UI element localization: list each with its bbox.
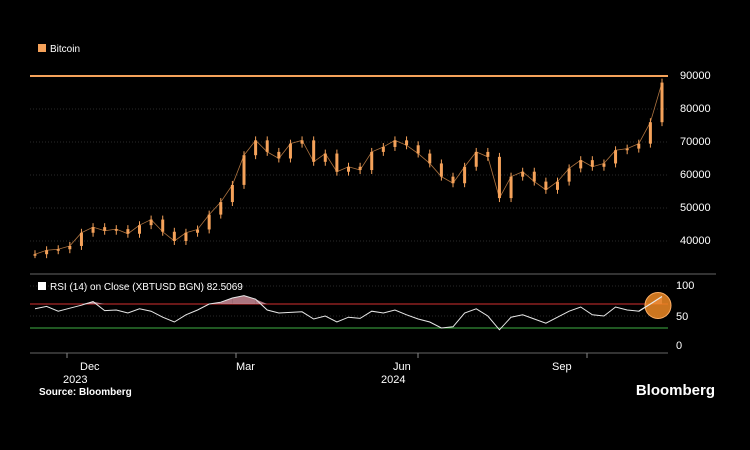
- price-candle-32: [405, 140, 409, 146]
- price-candle-46: [567, 168, 571, 182]
- y-tick-90000: 90000: [680, 70, 711, 82]
- rsi-tick-100: 100: [676, 280, 694, 292]
- rsi-line-latest: [638, 295, 663, 312]
- price-line: [34, 82, 663, 255]
- price-candle-25: [323, 153, 327, 162]
- price-candle-0: [33, 254, 37, 256]
- x-axis: Dec Mar Jun Sep 2023 2024: [30, 352, 668, 386]
- y-tick-60000: 60000: [680, 169, 711, 181]
- price-candle-39: [486, 151, 490, 157]
- price-candle-52: [637, 143, 641, 149]
- price-candle-14: [196, 229, 200, 233]
- price-candle-6: [103, 227, 107, 231]
- price-candle-51: [625, 148, 629, 151]
- price-candle-4: [79, 232, 83, 246]
- price-candle-45: [556, 181, 559, 190]
- price-candle-15: [207, 214, 211, 230]
- price-candle-49: [602, 163, 606, 167]
- price-candle-3: [68, 245, 72, 250]
- legend-swatch-rsi: [38, 282, 46, 290]
- price-candle-37: [463, 166, 467, 184]
- price-candle-33: [416, 145, 420, 154]
- price-candle-22: [288, 143, 292, 159]
- rsi-gridlines: [30, 285, 668, 329]
- highlight-circle: [644, 292, 672, 319]
- y-tick-50000: 50000: [680, 202, 711, 214]
- price-candle-1: [45, 250, 49, 255]
- bloomberg-logo: Bloomberg: [635, 382, 715, 399]
- x-year-2024: 2024: [381, 374, 405, 386]
- x-label-jun: Jun: [393, 361, 411, 373]
- price-candle-17: [230, 184, 234, 203]
- price-candle-8: [126, 229, 130, 234]
- price-candle-29: [370, 151, 374, 171]
- rsi-tick-50: 50: [676, 311, 688, 323]
- price-candle-36: [451, 176, 455, 184]
- price-candle-9: [138, 225, 141, 234]
- price-y-axis: 90000 80000 70000 60000 50000 40000: [680, 70, 711, 247]
- source-note: Source: Bloomberg: [39, 387, 132, 398]
- price-panel: Bitcoin 90000 80000 70000 60000 50000 40…: [30, 44, 711, 259]
- price-candle-20: [265, 140, 269, 152]
- price-candle-23: [300, 140, 304, 144]
- legend-label-rsi: RSI (14) on Close (XBTUSD BGN) 82.5069: [50, 282, 243, 293]
- price-candle-40: [497, 156, 501, 199]
- price-candle-18: [242, 155, 246, 185]
- x-label-mar: Mar: [236, 361, 255, 373]
- rsi-series: [34, 295, 663, 331]
- price-candle-27: [347, 166, 350, 172]
- price-candle-41: [509, 176, 513, 199]
- price-candle-44: [544, 181, 548, 190]
- rsi-overbought-fill-20: [255, 299, 268, 304]
- x-label-dec: Dec: [80, 361, 100, 373]
- y-tick-80000: 80000: [680, 103, 711, 115]
- price-candle-28: [358, 166, 362, 171]
- price-candle-11: [161, 219, 165, 232]
- price-candle-19: [254, 140, 258, 156]
- price-candle-31: [393, 140, 397, 147]
- rsi-panel: RSI (14) on Close (XBTUSD BGN) 82.5069 1…: [30, 280, 694, 352]
- y-tick-40000: 40000: [680, 235, 711, 247]
- price-candle-13: [184, 232, 188, 241]
- legend-label-bitcoin: Bitcoin: [50, 44, 80, 55]
- price-candle-30: [381, 146, 385, 152]
- price-candle-5: [91, 227, 95, 233]
- price-candle-47: [579, 160, 583, 169]
- price-candle-16: [219, 202, 223, 215]
- price-candle-38: [474, 151, 478, 167]
- price-candle-24: [312, 140, 316, 162]
- price-candle-12: [172, 231, 176, 241]
- rsi-overbought-fill-19: [244, 295, 256, 304]
- legend-swatch-bitcoin: [38, 44, 46, 52]
- price-candle-54: [660, 82, 664, 123]
- price-candle-53: [648, 122, 652, 144]
- price-candle-34: [428, 153, 432, 164]
- price-candle-2: [56, 249, 60, 251]
- price-candle-7: [114, 229, 118, 231]
- price-candle-10: [149, 219, 153, 226]
- x-year-2023: 2023: [63, 374, 87, 386]
- price-candle-26: [335, 153, 339, 172]
- price-candle-21: [277, 151, 281, 159]
- rsi-line: [34, 295, 663, 331]
- y-tick-70000: 70000: [680, 136, 711, 148]
- x-label-sep: Sep: [552, 361, 572, 373]
- price-candle-50: [614, 150, 618, 164]
- rsi-tick-0: 0: [676, 340, 682, 352]
- price-series: [33, 78, 664, 259]
- price-candle-48: [590, 160, 594, 167]
- price-candle-35: [439, 163, 443, 177]
- price-candle-43: [532, 171, 536, 182]
- price-candle-42: [521, 171, 525, 177]
